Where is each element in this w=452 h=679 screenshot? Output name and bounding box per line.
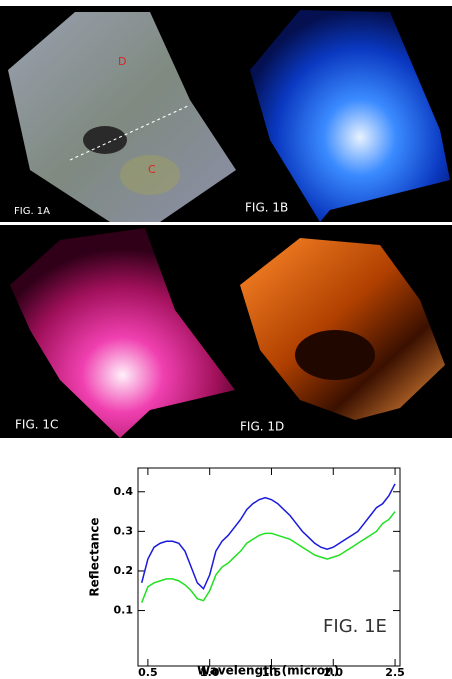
marker: C bbox=[148, 163, 156, 176]
panel-label: FIG. 1C bbox=[15, 418, 58, 432]
panel-label: FIG. 1A bbox=[14, 206, 50, 217]
y-tick-label: 0.1 bbox=[114, 604, 134, 617]
x-tick-label: 2.0 bbox=[324, 666, 344, 679]
annotation: FIG. 1E bbox=[323, 616, 387, 637]
panel-label: FIG. 1D bbox=[240, 420, 284, 434]
page: FIG. 1A D C FIG. 1B FIG. 1C FIG. 1D FIG.… bbox=[0, 0, 452, 679]
marker: D bbox=[118, 55, 126, 68]
dark-region bbox=[295, 330, 375, 380]
y-tick-label: 0.4 bbox=[114, 485, 134, 498]
chart: FIG. 1E Wavelength (micron) Reflectance … bbox=[88, 468, 405, 679]
panel-label: FIG. 1B bbox=[245, 201, 288, 215]
x-tick-label: 0.5 bbox=[138, 666, 158, 679]
x-tick-label: 1.0 bbox=[200, 666, 220, 679]
y-axis-label: Reflectance bbox=[88, 517, 102, 596]
series-line bbox=[142, 512, 395, 603]
x-tick-label: 1.5 bbox=[262, 666, 282, 679]
figure: FIG. 1A D C FIG. 1B FIG. 1C FIG. 1D FIG.… bbox=[0, 0, 452, 679]
crater bbox=[83, 126, 127, 154]
y-tick-label: 0.2 bbox=[114, 564, 134, 577]
x-tick-label: 2.5 bbox=[385, 666, 405, 679]
series-line bbox=[142, 484, 395, 589]
y-tick-label: 0.3 bbox=[114, 524, 134, 537]
